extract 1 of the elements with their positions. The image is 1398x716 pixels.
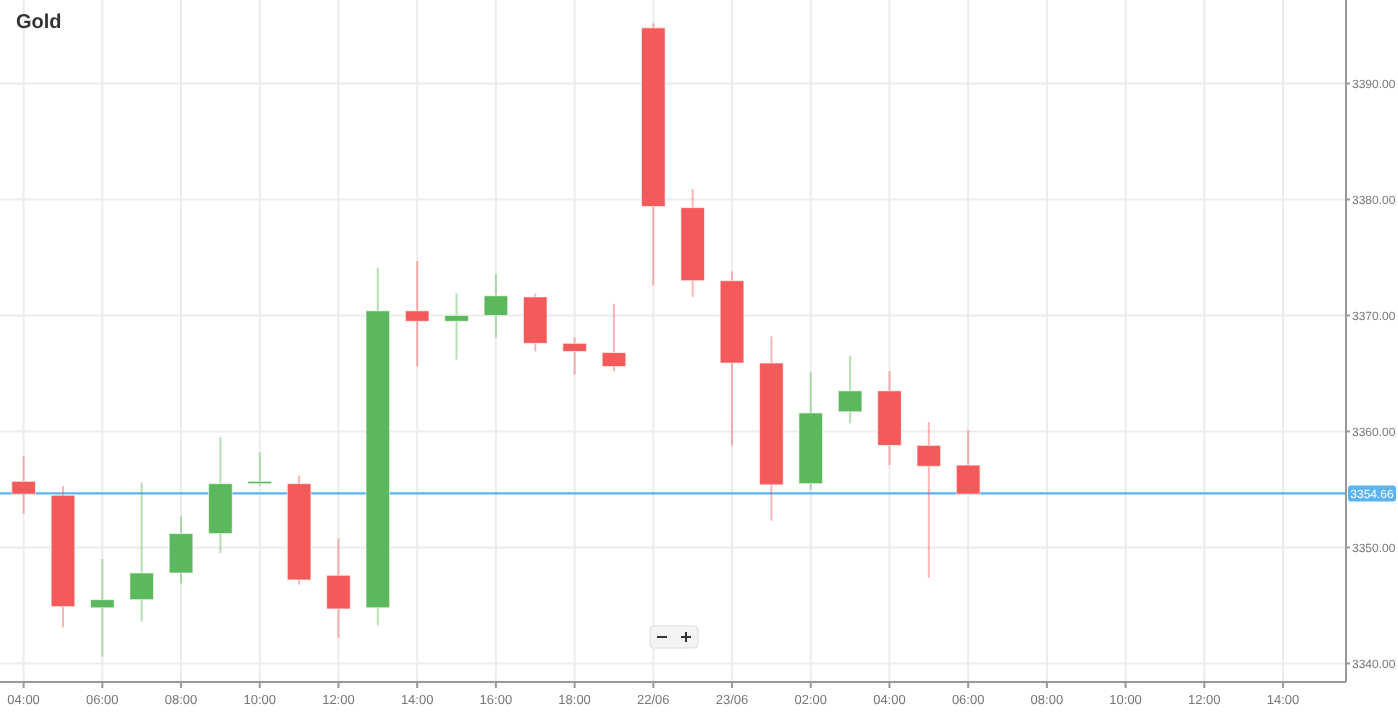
text: Gold bbox=[16, 12, 62, 34]
